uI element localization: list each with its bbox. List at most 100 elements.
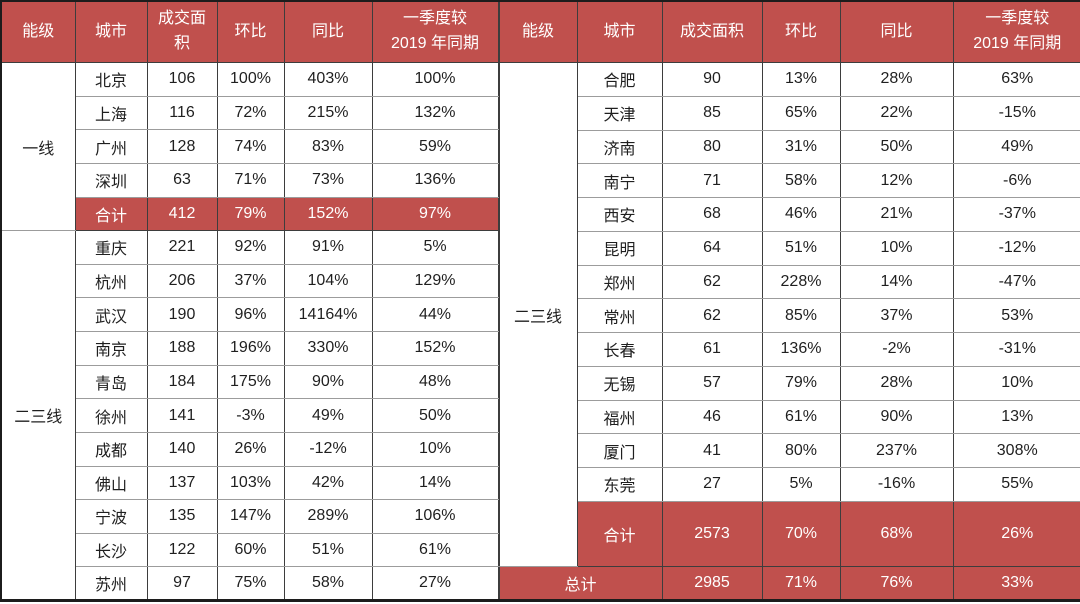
city-cell: 佛山 — [74, 465, 148, 501]
col-header-vs2019-line1: 一季度较 — [402, 10, 467, 28]
value-cell: 403% — [283, 62, 373, 97]
tier-cell: 二三线 — [0, 230, 76, 601]
col-header-city: 城市 — [576, 0, 663, 63]
tier-cell: 一线 — [0, 61, 76, 232]
total-value-cell: 70% — [761, 500, 841, 568]
value-cell: 48% — [371, 364, 499, 400]
value-cell: 85 — [661, 95, 763, 131]
total-value-cell: 26% — [952, 500, 1080, 568]
value-cell: 175% — [216, 364, 285, 400]
value-cell: 83% — [283, 129, 373, 164]
value-cell: 116 — [146, 95, 218, 131]
value-cell: 73% — [283, 162, 373, 198]
value-cell: 152% — [371, 331, 499, 366]
value-cell: 27% — [371, 566, 499, 601]
city-cell: 杭州 — [74, 263, 148, 299]
value-cell: 103% — [216, 465, 285, 501]
city-row: 一线 北京 106 100% 403% 100% — [0, 61, 499, 232]
city-cell: 深圳 — [74, 162, 148, 198]
city-row: 广州 128 74% 83% 59% — [1, 129, 499, 164]
value-cell: 330% — [283, 331, 373, 366]
city-cell: 长春 — [576, 332, 663, 367]
value-cell: 92% — [216, 230, 285, 265]
value-cell: 51% — [283, 532, 373, 568]
col-header-mom: 环比 — [761, 0, 841, 63]
value-cell: 90% — [839, 399, 954, 435]
col-header-city: 城市 — [74, 0, 148, 63]
value-cell: 190 — [146, 297, 218, 332]
col-header-vs2019-line2: 2019 年同期 — [390, 35, 480, 52]
value-cell: -47% — [952, 264, 1080, 300]
city-cell: 成都 — [74, 431, 148, 467]
city-row: 武汉 190 96% 14164% 44% — [1, 297, 499, 332]
city-row: 二三线 合肥 90 13% 28% 63% — [498, 61, 1080, 568]
value-cell: 96% — [216, 297, 285, 332]
value-cell: 122 — [146, 532, 218, 568]
city-row: 上海 116 72% 215% 132% — [1, 95, 499, 131]
value-cell: 68 — [661, 197, 763, 232]
col-header-yoy: 同比 — [283, 0, 373, 63]
value-cell: 72% — [216, 95, 285, 131]
city-row: 东莞 27 5% -16% 55% — [499, 467, 1080, 502]
value-cell: 28% — [839, 62, 954, 97]
city-row: 二三线 重庆 221 92% 91% 5% — [0, 230, 499, 601]
city-row: 南宁 71 58% 12% -6% — [499, 163, 1080, 198]
total-value-cell: 152% — [283, 196, 373, 232]
col-header-vs2019-line1: 一季度较 — [985, 10, 1050, 28]
value-cell: -37% — [952, 197, 1080, 232]
value-cell: 14% — [839, 264, 954, 300]
city-row: 长春 61 136% -2% -31% — [499, 332, 1080, 367]
value-cell: 50% — [371, 398, 499, 433]
city-cell: 无锡 — [576, 365, 663, 401]
city-row: 佛山 137 103% 42% 14% — [1, 465, 499, 501]
value-cell: 50% — [839, 129, 954, 165]
value-cell: 31% — [761, 129, 841, 165]
value-cell: -2% — [839, 332, 954, 367]
city-row: 宁波 135 147% 289% 106% — [1, 499, 499, 534]
city-cell: 济南 — [576, 129, 663, 165]
city-row: 西安 68 46% 21% -37% — [499, 197, 1080, 232]
city-row: 青岛 184 175% 90% 48% — [1, 364, 499, 400]
grand-total-value-cell: 71% — [761, 566, 841, 601]
col-header-area: 成交面积 — [146, 0, 218, 63]
city-cell: 南京 — [74, 331, 148, 366]
value-cell: 62 — [661, 298, 763, 333]
city-cell: 武汉 — [74, 297, 148, 332]
value-cell: 308% — [952, 433, 1080, 468]
value-cell: 41 — [661, 433, 763, 468]
value-cell: 188 — [146, 331, 218, 366]
value-cell: 58% — [761, 163, 841, 198]
col-header-mom: 环比 — [216, 0, 285, 63]
city-cell: 郑州 — [576, 264, 663, 300]
city-row: 成都 140 26% -12% 10% — [1, 431, 499, 467]
col-header-area-label: 成交面积 — [157, 10, 206, 52]
value-cell: 60% — [216, 532, 285, 568]
city-row: 郑州 62 228% 14% -47% — [499, 264, 1080, 300]
value-cell: 10% — [839, 230, 954, 266]
value-cell: 80% — [761, 433, 841, 468]
value-cell: 28% — [839, 365, 954, 401]
value-cell: 51% — [761, 230, 841, 266]
city-row: 深圳 63 71% 73% 136% — [1, 162, 499, 198]
value-cell: -31% — [952, 332, 1080, 367]
value-cell: 221 — [146, 230, 218, 265]
value-cell: 46 — [661, 399, 763, 435]
value-cell: 228% — [761, 264, 841, 300]
total-row: 合计 2573 70% 68% 26% — [499, 500, 1080, 568]
value-cell: -12% — [952, 230, 1080, 266]
col-header-tier: 能级 — [498, 0, 578, 63]
value-cell: -3% — [216, 398, 285, 433]
value-cell: 5% — [761, 467, 841, 502]
value-cell: 104% — [283, 263, 373, 299]
city-row: 天津 85 65% 22% -15% — [499, 95, 1080, 131]
table-right: 能级 城市 成交面积 环比 同比 一季度较 2019 年同期 二三线 合肥 90… — [498, 0, 1080, 602]
value-cell: 137 — [146, 465, 218, 501]
value-cell: 21% — [839, 197, 954, 232]
value-cell: 49% — [952, 129, 1080, 165]
grand-total-value-cell: 33% — [952, 566, 1080, 601]
value-cell: 237% — [839, 433, 954, 468]
col-header-vs2019-line2: 2019 年同期 — [973, 35, 1062, 52]
total-value-cell: 79% — [216, 196, 285, 232]
value-cell: -15% — [952, 95, 1080, 131]
